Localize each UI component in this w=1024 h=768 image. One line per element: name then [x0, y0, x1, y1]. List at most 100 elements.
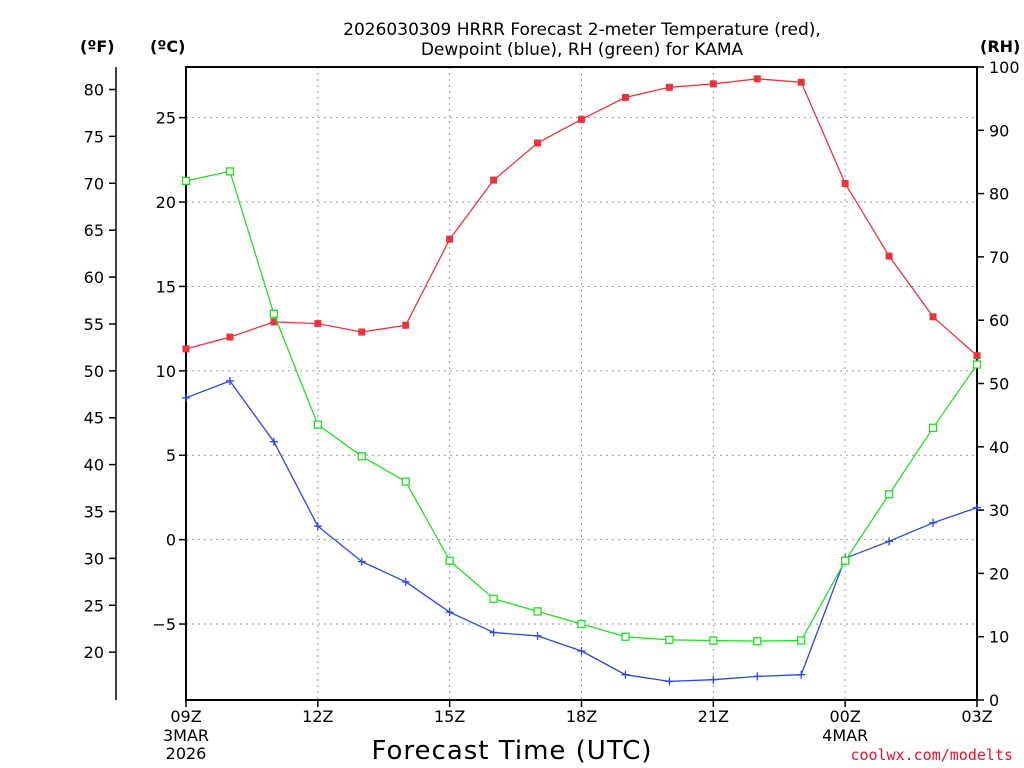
fahrenheit-unit-label: (ºF) [80, 37, 115, 56]
rh-point [577, 619, 586, 629]
temperature-point [534, 139, 542, 147]
fahrenheit-tick-label: 50 [84, 362, 104, 381]
temperature-point [226, 333, 234, 341]
chart-title-line1: 2026030309 HRRR Forecast 2-meter Tempera… [343, 20, 821, 40]
dewpoint-point [225, 376, 234, 385]
rh-point [841, 556, 850, 565]
rh-point [489, 594, 498, 603]
temperature-point [621, 93, 629, 101]
celsius-tick-label: −5 [152, 615, 176, 634]
rh-tick-label: 60 [989, 311, 1009, 330]
rh-point [181, 176, 191, 186]
temperature-point [314, 320, 322, 328]
dewpoint-point [269, 437, 278, 446]
rh-point [401, 477, 410, 486]
rh-point [313, 420, 322, 429]
chart-title-line2: Dewpoint (blue), RH (green) for KAMA [421, 40, 744, 60]
dewpoint-point [621, 670, 630, 679]
rh-point [665, 635, 674, 645]
temperature-point [578, 115, 585, 123]
fahrenheit-tick-label: 45 [84, 409, 104, 428]
x-tick-date-label: 3MAR [163, 726, 209, 745]
series-line-1 [185, 380, 978, 683]
temperature-point [973, 352, 981, 360]
rh-point [709, 636, 718, 645]
temperature-point [182, 345, 190, 353]
celsius-tick-label: 20 [156, 193, 176, 212]
x-tick-date-label: 4MAR [822, 726, 868, 745]
plot-border [185, 66, 978, 701]
dewpoint-point [445, 608, 454, 617]
rh-tick-label: 100 [989, 58, 1020, 77]
dewpoint-point [182, 393, 190, 402]
dewpoint-point [929, 518, 938, 527]
dewpoint-point [357, 557, 366, 566]
rh-point [884, 490, 894, 499]
temperature-point [490, 176, 498, 184]
fahrenheit-tick-label: 80 [84, 81, 104, 100]
rh-point [269, 309, 279, 319]
temperature-point [270, 318, 278, 326]
dewpoint-point [313, 522, 322, 531]
temperature-point [797, 78, 805, 86]
x-tick-label: 18Z [566, 707, 597, 726]
dewpoint-point [709, 675, 718, 684]
x-tick-label: 21Z [698, 707, 729, 726]
dewpoint-point [797, 670, 806, 679]
temperature-point [446, 235, 454, 243]
temperature-point [358, 328, 366, 336]
fahrenheit-tick-label: 65 [84, 221, 104, 240]
temperature-point [753, 75, 761, 83]
fahrenheit-tick-label: 75 [84, 127, 104, 146]
grid-lines [186, 67, 977, 700]
temperature-point [709, 80, 717, 88]
fahrenheit-tick-label: 60 [84, 268, 104, 287]
dewpoint-point [577, 647, 586, 656]
fahrenheit-tick-label: 20 [84, 643, 104, 662]
rh-point [533, 607, 542, 616]
celsius-tick-label: 25 [156, 109, 176, 128]
dewpoint-point [665, 677, 674, 686]
fahrenheit-tick-label: 55 [84, 315, 104, 334]
rh-point [225, 167, 235, 176]
rh-point [928, 423, 938, 432]
plot-frame [185, 66, 978, 701]
rh-tick-label: 80 [989, 185, 1009, 204]
rh-tick-label: 0 [989, 691, 999, 710]
dewpoint-point [489, 628, 498, 637]
temperature-point [841, 179, 849, 187]
rh-point [445, 556, 454, 565]
dewpoint-point [401, 577, 410, 586]
x-tick-year-label: 2026 [166, 744, 207, 763]
rh-tick-label: 50 [989, 375, 1009, 394]
rh-point [972, 360, 982, 369]
x-tick-label: 09Z [170, 707, 201, 726]
rh-point [797, 636, 806, 645]
celsius-tick-label: 15 [156, 277, 176, 296]
rh-tick-label: 70 [989, 248, 1009, 267]
temperature-point [402, 321, 410, 329]
rh-tick-label: 10 [989, 628, 1009, 647]
fahrenheit-tick-label: 35 [84, 503, 104, 522]
rh-point [753, 636, 762, 646]
credit-label: coolwx.com/modelts [850, 746, 1013, 764]
rh-tick-label: 30 [989, 501, 1009, 520]
rh-tick-label: 40 [989, 438, 1009, 457]
axes-layer: −5 0 5 10 15 20 25 20 25 30 35 40 45 50 55 60 65 70 75 80 0 1… [84, 58, 1020, 763]
dewpoint-point [753, 672, 762, 681]
celsius-tick-label: 10 [156, 362, 176, 381]
fahrenheit-tick-label: 25 [84, 596, 104, 615]
rh-tick-label: 20 [989, 564, 1009, 583]
dewpoint-point [885, 537, 894, 546]
celsius-tick-label: 0 [166, 531, 176, 550]
x-tick-label: 00Z [830, 707, 861, 726]
x-tick-label: 03Z [961, 707, 992, 726]
rh-unit-label: (RH) [980, 37, 1020, 56]
series-layer [181, 75, 982, 686]
x-axis-title: Forecast Time (UTC) [371, 736, 652, 766]
x-tick-label: 15Z [434, 707, 465, 726]
fahrenheit-tick-label: 40 [84, 456, 104, 475]
x-tick-label: 12Z [302, 707, 333, 726]
temperature-point [665, 83, 673, 91]
